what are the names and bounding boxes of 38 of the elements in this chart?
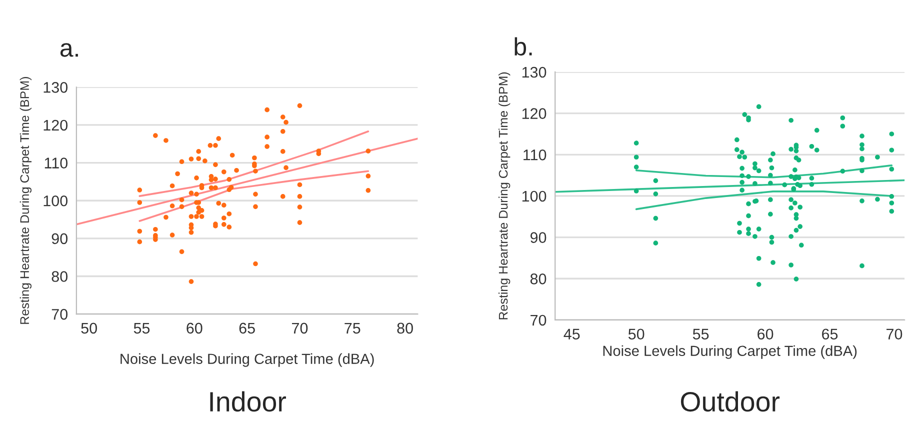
y-tick-label: 70 — [530, 314, 546, 326]
y-tick-label: 100 — [44, 195, 68, 206]
line-series — [138, 170, 370, 222]
x-tick-label: 50 — [628, 328, 644, 340]
x-tick-label: 65 — [822, 328, 838, 340]
text: Indoor — [210, 391, 286, 412]
chart-title: a. — [60, 43, 78, 57]
line-series — [138, 130, 370, 197]
x-tick-label: 65 — [239, 322, 255, 334]
y-tick-label: 120 — [44, 120, 68, 131]
y-axis-title: Resting Heartrate During Carpet Time (BPM) — [20, 77, 32, 324]
y-tick-label: 80 — [52, 271, 68, 282]
y-tick-label: 110 — [44, 158, 68, 168]
y-tick-label: 130 — [522, 66, 546, 78]
y-tick-label: 70 — [52, 308, 68, 320]
x-tick-label: 45 — [564, 328, 580, 340]
y-tick-label: 80 — [530, 274, 546, 284]
x-tick-label: 75 — [344, 322, 360, 334]
y-tick-label: 120 — [522, 108, 546, 120]
x-tick-label: 60 — [758, 328, 774, 340]
y-tick-label: 100 — [522, 190, 546, 202]
x-tick-label: 50 — [81, 322, 97, 334]
text: Outdoor — [680, 391, 780, 412]
x-tick-label: 70 — [292, 322, 308, 334]
x-tick-label: 60 — [186, 322, 202, 334]
y-axis-title: Resting Heartrate During Carpet Time (BPM) — [498, 72, 510, 320]
y-tick-label: 130 — [44, 82, 68, 93]
x-tick-label: 80 — [397, 322, 413, 334]
x-axis-title: Noise Levels During Carpet Time (dBA) — [603, 345, 857, 359]
x-tick-label: 55 — [134, 322, 150, 334]
line-series — [635, 164, 893, 178]
x-axis-title: Noise Levels During Carpet Time (dBA) — [120, 353, 374, 367]
y-tick-label: 90 — [52, 233, 68, 244]
chart-title: b. — [514, 37, 532, 56]
x-tick-label: 55 — [692, 328, 709, 340]
y-tick-label: 110 — [524, 150, 546, 160]
y-tick-label: 90 — [530, 232, 546, 243]
x-tick-label: 70 — [886, 328, 902, 340]
